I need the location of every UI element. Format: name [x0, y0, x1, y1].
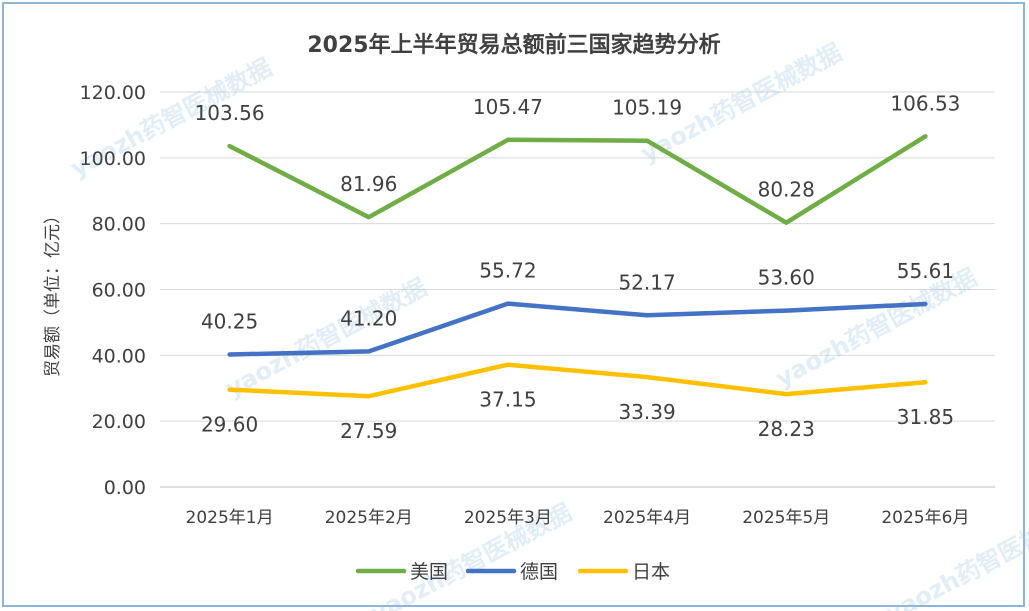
- x-tick-label: 2025年1月: [186, 508, 274, 528]
- watermark-text: yaozh药智医械数据: [221, 273, 431, 403]
- data-label: 81.96: [340, 172, 397, 196]
- chart-title: 2025年上半年贸易总额前三国家趋势分析: [307, 32, 720, 58]
- legend: 美国 德国 日本: [355, 561, 670, 583]
- x-tick-label: 2025年4月: [603, 508, 691, 528]
- series-lines: [227, 134, 928, 399]
- data-label: 53.60: [758, 266, 815, 290]
- data-label: 41.20: [340, 306, 397, 330]
- series-line: [227, 134, 928, 225]
- gridlines: [160, 91, 995, 488]
- legend-label: 德国: [520, 561, 558, 583]
- data-label: 52.17: [618, 270, 675, 294]
- data-label: 33.39: [618, 400, 675, 424]
- y-tick-label: 80.00: [92, 214, 146, 236]
- y-tick-labels: 0.00 20.00 40.00 60.00 80.00 100.00 120.00: [80, 82, 146, 499]
- y-tick-label: 120.00: [80, 82, 146, 104]
- legend-item: 德国: [465, 561, 558, 583]
- series-line: [227, 301, 928, 357]
- data-label: 40.25: [201, 310, 258, 334]
- data-label: 31.85: [897, 405, 954, 429]
- data-label: 80.28: [758, 178, 815, 202]
- data-label: 37.15: [479, 388, 536, 412]
- legend-item: 美国: [355, 561, 448, 583]
- y-tick-label: 60.00: [92, 280, 146, 302]
- x-tick-label: 2025年6月: [881, 508, 969, 528]
- y-tick-label: 100.00: [80, 148, 146, 170]
- y-tick-label: 40.00: [92, 345, 146, 367]
- x-tick-label: 2025年2月: [325, 508, 413, 528]
- y-axis-label: 贸易额（单位：亿元）: [43, 207, 63, 377]
- legend-label: 美国: [410, 561, 448, 583]
- x-tick-label: 2025年3月: [464, 508, 552, 528]
- legend-label: 日本: [632, 561, 670, 583]
- data-label: 106.53: [890, 91, 960, 115]
- data-labels: 103.56 81.96 105.47 105.19 80.28 106.53 40.25 4…: [195, 91, 961, 443]
- data-label: 28.23: [758, 417, 815, 441]
- x-tick-labels: 2025年1月 2025年2月 2025年3月 2025年4月 2025年5月 2025年…: [186, 508, 970, 528]
- data-label: 105.47: [473, 95, 543, 119]
- data-label: 55.72: [479, 259, 536, 283]
- data-label: 103.56: [195, 101, 265, 125]
- series-line: [227, 362, 928, 399]
- x-tick-label: 2025年5月: [742, 508, 830, 528]
- data-label: 27.59: [340, 419, 397, 443]
- data-label: 55.61: [897, 259, 954, 283]
- data-label: 105.19: [612, 96, 682, 120]
- data-label: 29.60: [201, 413, 258, 437]
- y-tick-label: 0.00: [104, 477, 146, 499]
- y-tick-label: 20.00: [92, 411, 146, 433]
- legend-item: 日本: [577, 561, 670, 583]
